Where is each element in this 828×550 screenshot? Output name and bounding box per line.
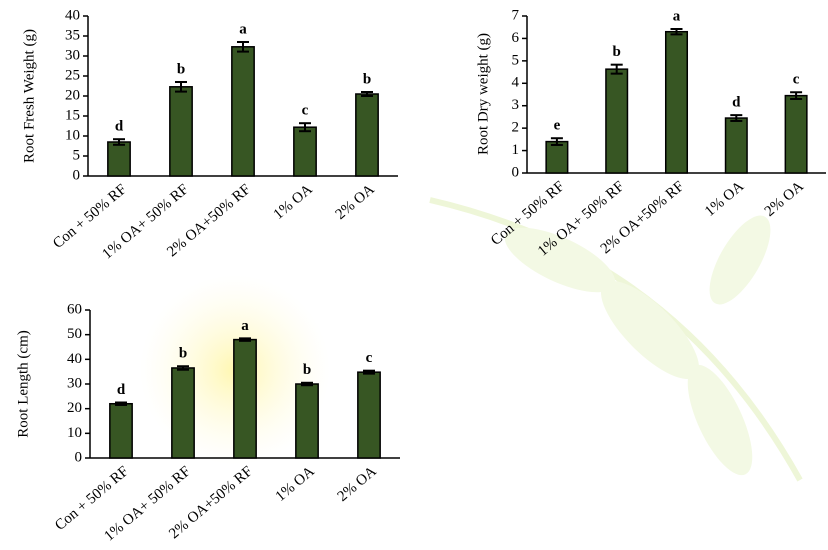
y-tick-label: 30 xyxy=(67,375,82,391)
significance-letter: d xyxy=(732,95,741,111)
significance-letter: d xyxy=(117,382,126,398)
significance-letter: b xyxy=(613,44,621,60)
y-tick-label: 3 xyxy=(512,97,520,113)
error-bar xyxy=(361,91,373,97)
error-bar xyxy=(113,138,125,146)
y-tick-label: 6 xyxy=(512,30,520,46)
y-axis-title: Root Fresh Weight (g) xyxy=(21,29,37,163)
y-tick-label: 1 xyxy=(512,142,520,158)
significance-letter: b xyxy=(363,71,371,87)
y-tick-label: 50 xyxy=(67,326,82,342)
bar xyxy=(664,30,689,174)
y-tick-label: 60 xyxy=(67,301,82,317)
y-tick-label: 5 xyxy=(73,147,81,163)
significance-letter: b xyxy=(177,61,185,77)
y-tick-label: 40 xyxy=(67,351,82,367)
error-bar xyxy=(299,122,311,133)
significance-letter: a xyxy=(673,8,681,24)
x-tick-label: 1% OA xyxy=(702,178,747,220)
y-tick-label: 40 xyxy=(65,7,80,23)
significance-letter: d xyxy=(115,119,124,135)
error-bar xyxy=(177,365,189,371)
x-tick-label: 2% OA xyxy=(333,181,378,223)
error-bar xyxy=(237,41,249,53)
bar xyxy=(295,383,319,459)
error-bar xyxy=(301,381,313,387)
error-bar xyxy=(115,401,127,406)
bar xyxy=(605,68,629,174)
y-tick-label: 10 xyxy=(65,127,80,143)
y-tick-label: 5 xyxy=(512,52,520,68)
error-bar xyxy=(730,114,743,122)
bar xyxy=(233,338,257,459)
error-bar xyxy=(175,81,187,93)
bar xyxy=(784,94,808,174)
bar xyxy=(357,371,381,459)
significance-letter: c xyxy=(302,103,309,119)
error-bar xyxy=(363,369,375,375)
y-tick-label: 20 xyxy=(67,400,82,416)
y-tick-label: 15 xyxy=(65,107,80,123)
significance-letter: c xyxy=(793,72,800,88)
y-tick-label: 30 xyxy=(65,47,80,63)
y-tick-label: 0 xyxy=(512,164,520,180)
y-tick-label: 2 xyxy=(512,120,520,136)
x-tick-label: 2% OA xyxy=(335,463,380,505)
y-tick-label: 25 xyxy=(65,67,80,83)
significance-letter: b xyxy=(179,346,187,362)
bar xyxy=(171,367,195,459)
bar xyxy=(231,46,255,177)
y-tick-label: 20 xyxy=(65,87,80,103)
y-tick-label: 4 xyxy=(512,75,520,91)
x-tick-label: 1% OA xyxy=(273,463,318,505)
bar xyxy=(109,402,133,459)
y-tick-label: 10 xyxy=(67,425,82,441)
y-tick-label: 7 xyxy=(512,7,520,23)
bar xyxy=(724,117,748,174)
y-tick-label: 35 xyxy=(65,27,80,43)
significance-letter: c xyxy=(366,350,373,366)
error-bar xyxy=(550,137,563,146)
bar xyxy=(293,126,317,177)
x-tick-label: 2% OA xyxy=(762,178,807,220)
significance-letter: a xyxy=(239,21,247,37)
error-bar xyxy=(239,337,251,342)
y-axis-title: Root Dry weight (g) xyxy=(475,33,491,155)
y-tick-label: 0 xyxy=(73,167,81,183)
error-bar xyxy=(790,91,803,100)
significance-letter: b xyxy=(303,362,311,378)
error-bar xyxy=(670,28,683,36)
error-bar xyxy=(610,63,623,75)
chart: Root Fresh Weight (g)0510152025303540dCo… xyxy=(21,7,398,263)
y-axis-title: Root Length (cm) xyxy=(15,330,31,437)
bar xyxy=(355,93,379,177)
significance-letter: a xyxy=(241,318,249,334)
bar xyxy=(107,141,131,177)
x-tick-label: 1% OA xyxy=(271,181,316,223)
significance-letter: e xyxy=(554,118,561,134)
bar xyxy=(169,86,193,177)
bar xyxy=(545,140,569,174)
y-tick-label: 0 xyxy=(75,449,83,465)
